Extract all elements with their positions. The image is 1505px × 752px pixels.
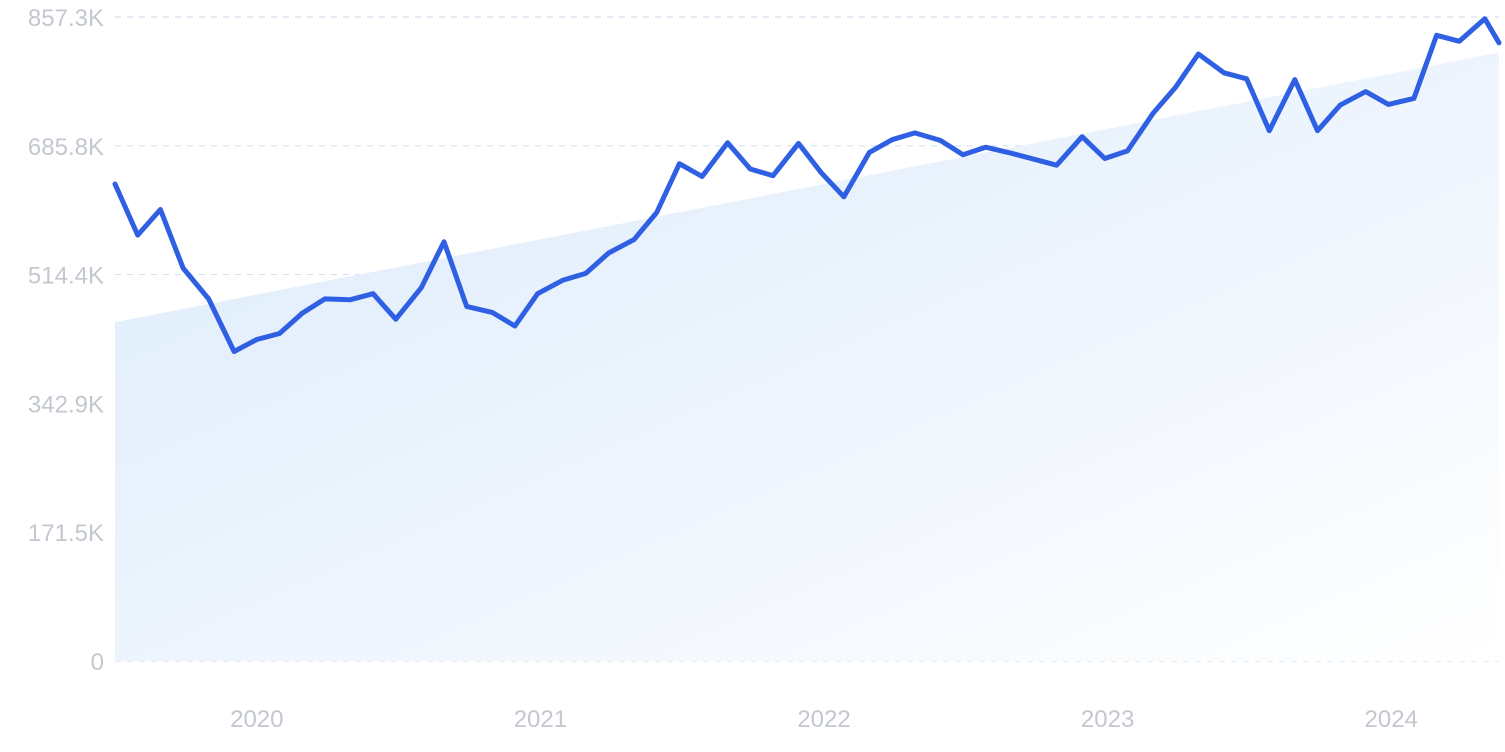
y-tick-label: 685.8K [28, 134, 104, 161]
series-layer [112, 16, 1502, 354]
y-tick-label: 342.9K [28, 391, 104, 418]
x-tick-label: 2023 [1081, 706, 1134, 733]
y-axis-ticks: 0 171.5K 342.9K 514.4K 685.8K 857.3K [28, 5, 104, 676]
trend-area [115, 52, 1499, 661]
y-tick-label: 514.4K [28, 263, 104, 290]
x-axis-ticks: 2020 2021 2022 2023 2024 [230, 706, 1418, 733]
y-tick-label: 171.5K [28, 520, 104, 547]
x-tick-label: 2021 [514, 706, 567, 733]
series-line-0 [112, 16, 1502, 354]
x-tick-label: 2022 [797, 706, 850, 733]
x-tick-label: 2024 [1365, 706, 1418, 733]
trend-area-fill [115, 52, 1499, 661]
y-tick-label: 857.3K [28, 5, 104, 32]
x-tick-label: 2020 [230, 706, 283, 733]
y-tick-label: 0 [91, 649, 104, 676]
